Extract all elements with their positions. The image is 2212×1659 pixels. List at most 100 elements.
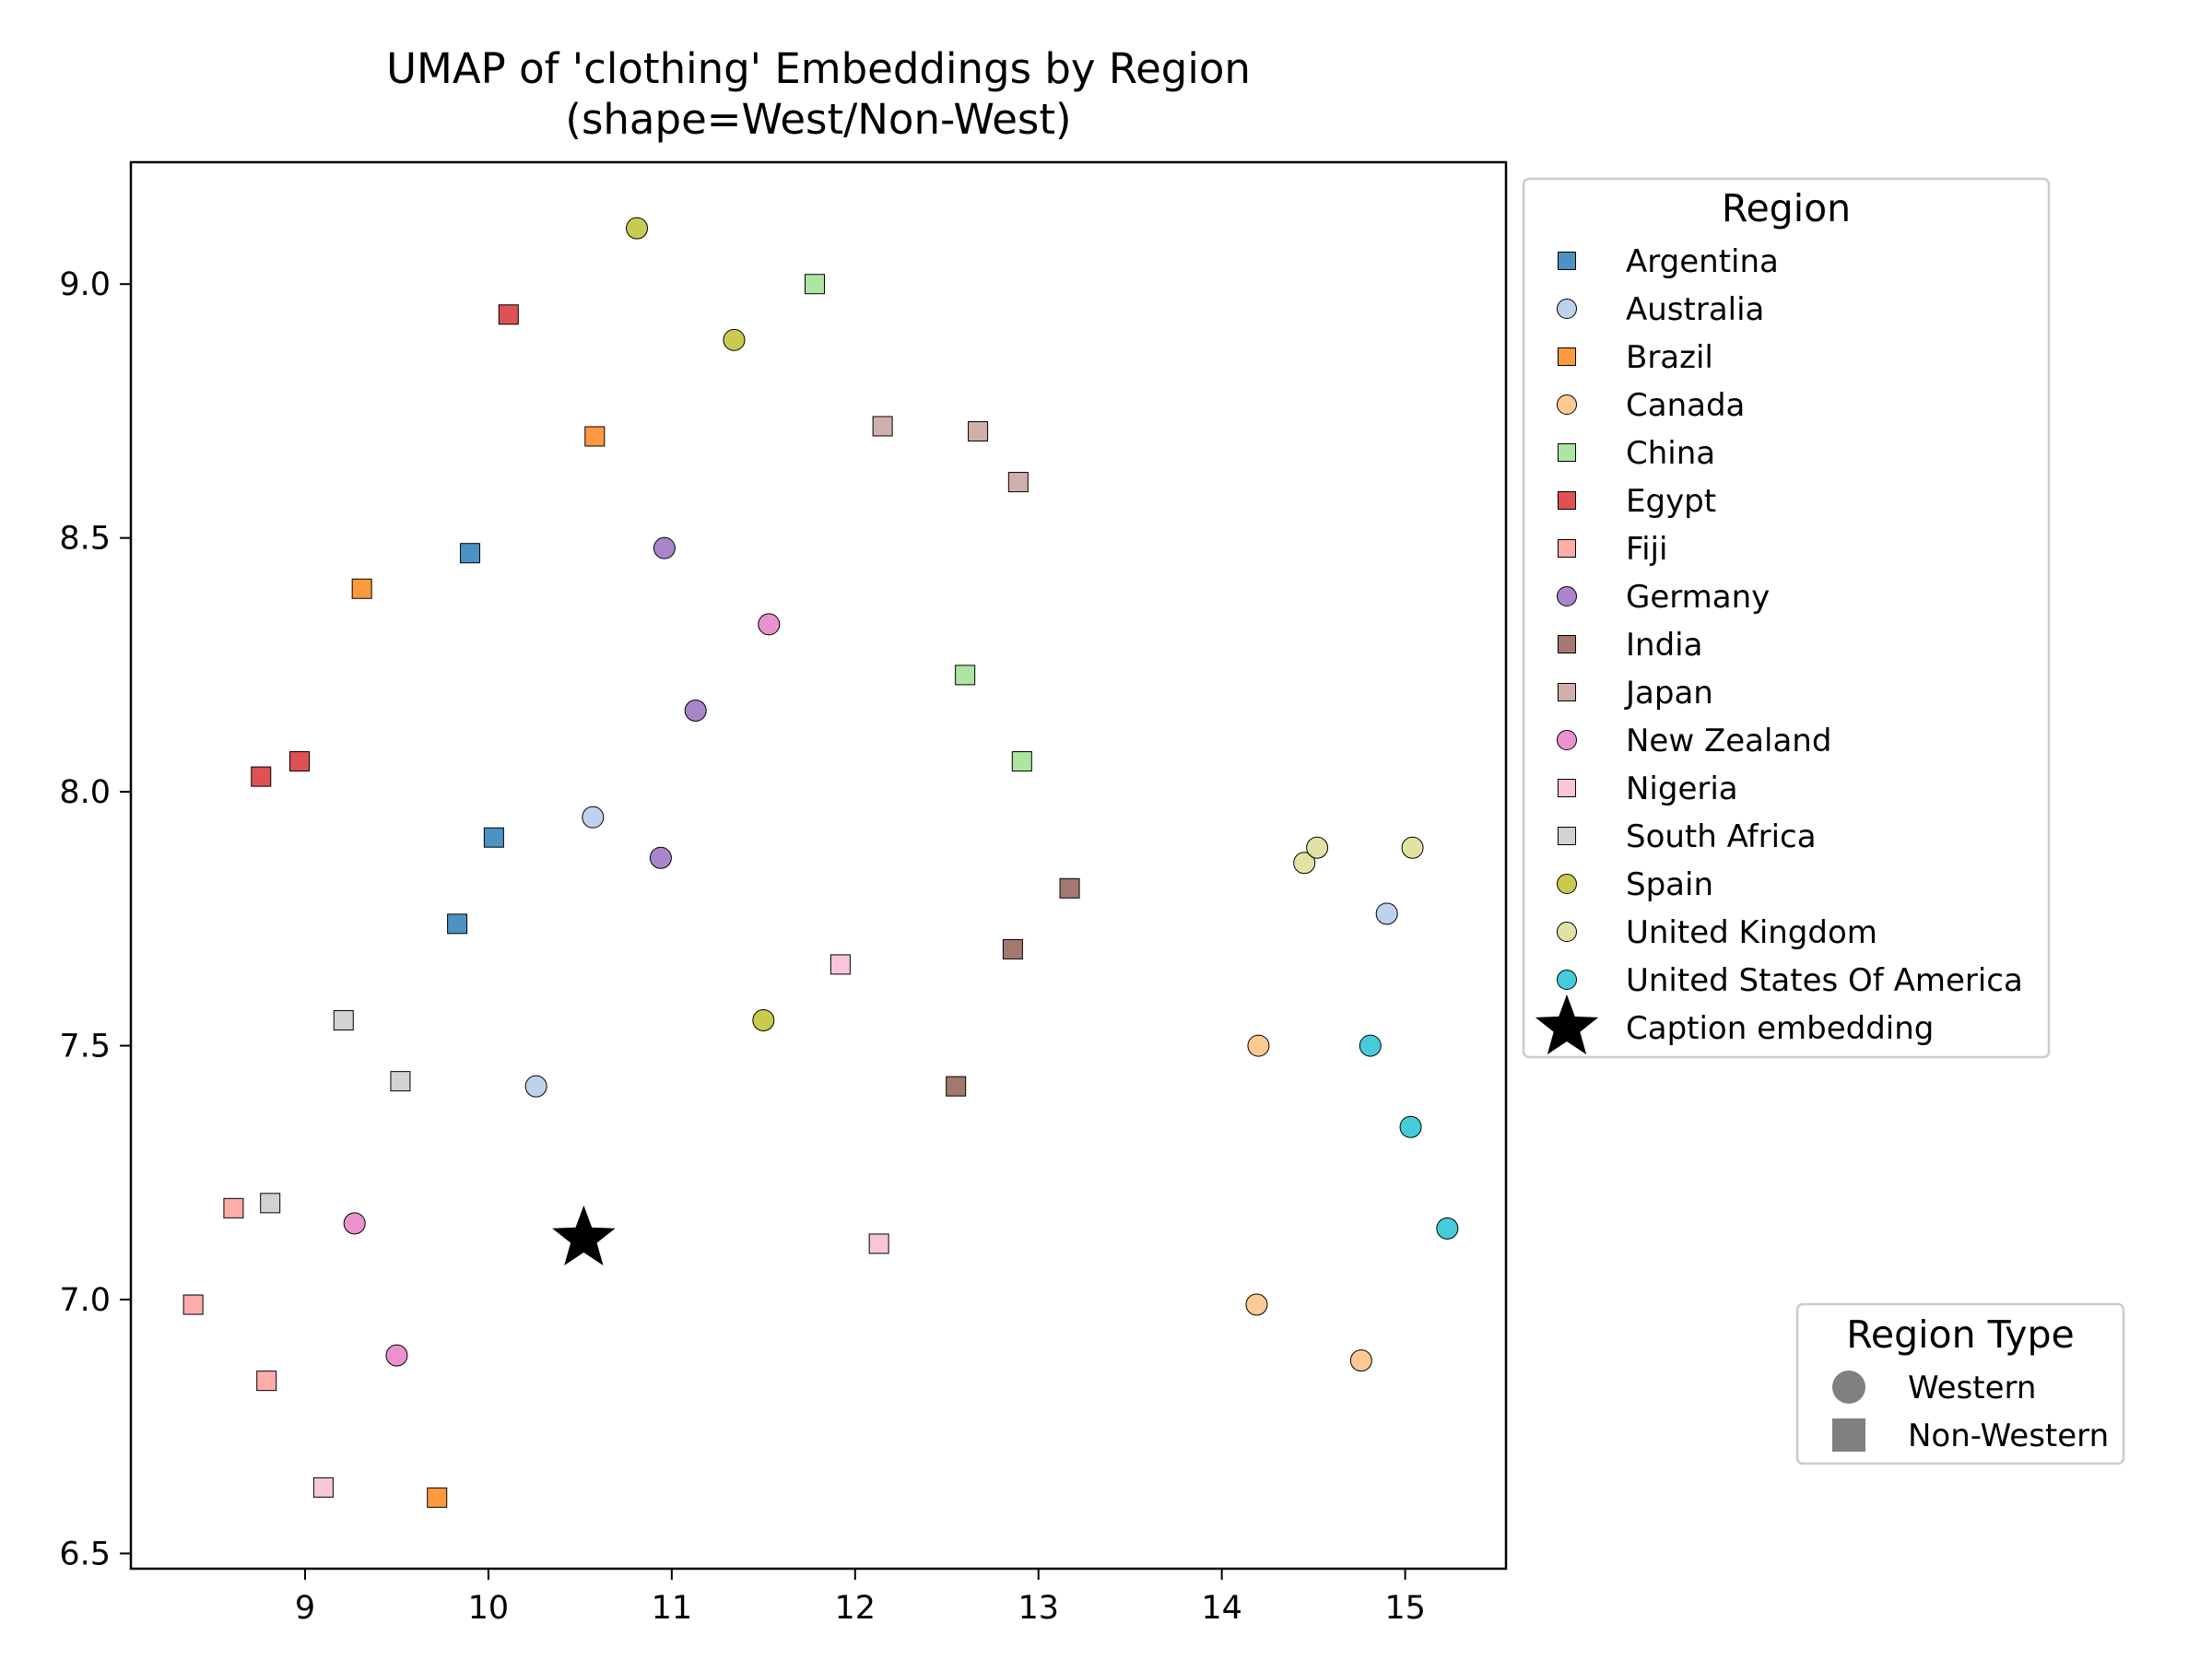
point-fiji [182,1294,204,1315]
region-type-legend: Region Type Western Non-Western [1795,1302,2125,1465]
point-canada [1247,1034,1270,1057]
point-united-kingdom [1401,836,1424,859]
point-australia [582,806,605,829]
region-legend-frame [1522,177,2051,1059]
legend-marker-india [1558,635,1576,653]
point-south-africa [333,1010,354,1031]
legend-label-canada: Canada [1626,387,1745,424]
x-tick-label: 13 [1018,1590,1059,1627]
legend-marker-china [1558,443,1576,462]
point-nigeria [312,1477,334,1498]
point-spain [626,217,649,240]
legend-label-brazil: Brazil [1626,339,1713,376]
legend-label-japan: Japan [1624,675,1713,712]
legend-marker-united-kingdom [1557,922,1577,942]
point-nigeria [868,1233,889,1254]
y-tick-label: 8.5 [59,521,111,558]
legend-label-caption-embedding: Caption embedding [1626,1010,1934,1047]
point-brazil [427,1487,448,1508]
x-tick-label: 14 [1201,1590,1242,1627]
point-brazil [351,578,372,599]
y-tick-label: 8.0 [59,774,111,811]
plot-frame [129,160,1508,1571]
legend-marker-united-states-of-america [1557,970,1577,990]
legend-marker-argentina [1558,252,1576,270]
legend-label-egypt: Egypt [1626,483,1716,520]
point-egypt [289,751,311,772]
legend-label-india: India [1626,627,1702,664]
point-japan [1007,472,1029,493]
legend-marker-caption-embedding [1535,994,1599,1055]
x-tick-label: 10 [468,1590,510,1627]
point-egypt [498,304,519,325]
point-china [955,665,976,686]
y-tick-label: 6.5 [59,1535,111,1572]
region-type-legend-title: Region Type [1846,1312,2075,1357]
point-caption-embedding [552,1205,616,1265]
chart-subtitle: (shape=West/Non-West) [565,95,1071,144]
legend-marker-japan [1558,683,1576,701]
point-nigeria [830,954,851,975]
x-tick-label: 11 [652,1590,693,1627]
point-new-zealand [758,613,781,636]
legend-label-united-states-of-america: United States Of America [1626,962,2023,999]
point-spain [752,1009,775,1032]
point-argentina [460,543,481,564]
legend-marker-new-zealand [1557,730,1577,750]
region-type-legend-frame [1795,1302,2125,1465]
point-australia [1375,902,1398,925]
legend-label-united-kingdom: United Kingdom [1626,914,1877,951]
scatter-points [182,217,1459,1508]
point-south-africa [390,1071,411,1092]
x-tick-label: 12 [835,1590,877,1627]
point-germany [649,846,672,869]
type-legend-marker-non-western [1832,1418,1865,1452]
x-tick-label: 15 [1384,1590,1426,1627]
point-canada [1245,1293,1268,1316]
legend-label-china: China [1626,435,1715,472]
point-india [1002,938,1023,959]
legend-label-spain: Spain [1626,866,1713,903]
region-legend-title: Region [1722,186,1851,230]
y-tick-label: 9.0 [59,266,111,303]
point-united-states-of-america [1436,1217,1459,1240]
chart-title: UMAP of 'clothing' Embeddings by Region [386,44,1251,93]
point-fiji [223,1197,244,1218]
point-australia [524,1075,547,1098]
legend-label-nigeria: Nigeria [1626,771,1738,807]
point-germany [653,536,676,559]
legend-marker-nigeria [1558,779,1576,797]
type-legend-label-non-western: Non-Western [1908,1418,2109,1454]
point-china [1011,751,1032,772]
point-india [946,1076,967,1097]
point-united-states-of-america [1359,1034,1382,1057]
legend-marker-south-africa [1558,827,1576,845]
legend-marker-germany [1557,586,1577,606]
point-canada [1349,1349,1372,1372]
point-india [1059,877,1080,899]
point-new-zealand [385,1344,408,1367]
y-tick-label: 7.0 [59,1282,111,1319]
point-japan [968,420,989,441]
point-germany [684,699,707,722]
x-axis: 9 10 11 12 13 14 15 [295,1569,1426,1627]
point-spain [723,328,746,351]
point-united-kingdom [1306,836,1329,859]
legend-marker-canada [1557,394,1577,415]
legend-marker-spain [1557,874,1577,894]
point-new-zealand [343,1212,366,1235]
point-united-states-of-america [1399,1115,1422,1138]
point-fiji [256,1371,277,1392]
y-axis: 6.5 7.0 7.5 8.0 8.5 9.0 [59,266,131,1572]
legend-label-argentina: Argentina [1626,243,1779,280]
point-argentina [483,827,504,848]
point-argentina [447,913,468,935]
point-china [805,274,826,295]
legend-marker-brazil [1558,347,1576,366]
legend-marker-australia [1557,299,1577,319]
point-south-africa [260,1193,281,1214]
point-united-kingdom [1293,852,1316,875]
x-tick-label: 9 [295,1590,315,1627]
legend-label-new-zealand: New Zealand [1626,723,1831,759]
